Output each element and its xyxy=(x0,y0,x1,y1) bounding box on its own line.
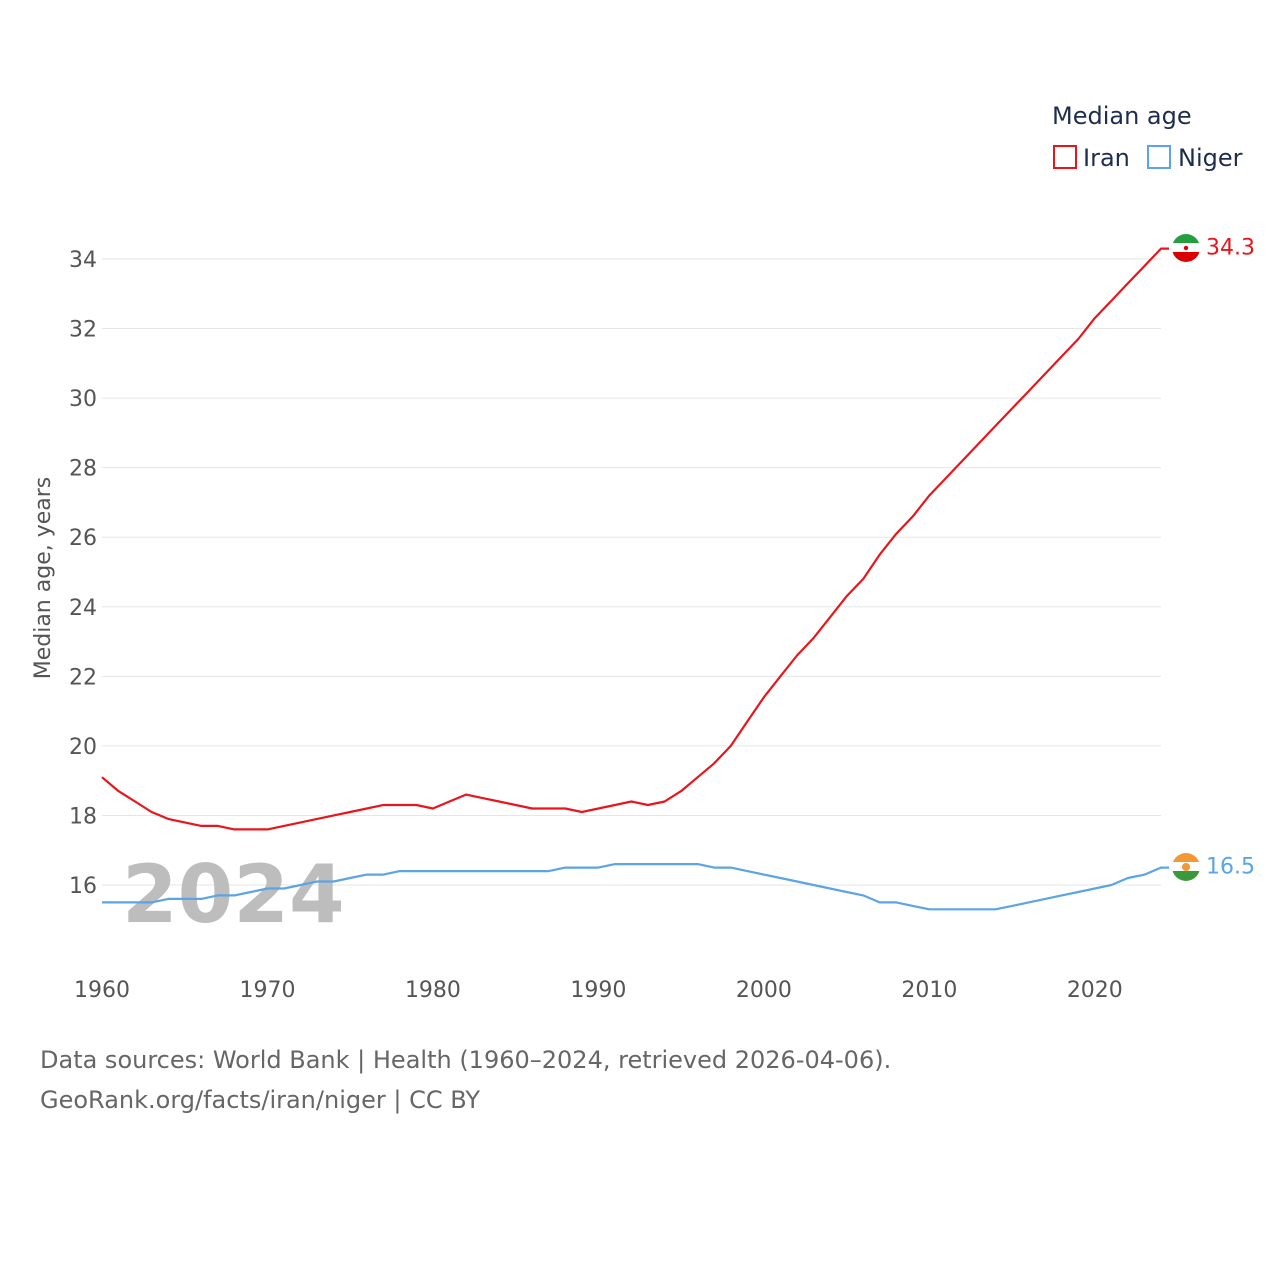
legend-title: Median age xyxy=(1052,102,1192,130)
y-tick-label-30: 30 xyxy=(69,387,97,412)
series-line-iran[interactable] xyxy=(101,247,1169,831)
legend: Median age Iran Niger xyxy=(1052,102,1243,172)
data-sources-text: Data sources: World Bank | Health (1960–… xyxy=(40,1046,892,1074)
x-tick-label-1990: 1990 xyxy=(570,978,626,1003)
series-lines xyxy=(101,247,1169,911)
y-tick-label-26: 26 xyxy=(69,526,97,551)
y-tick-label-34: 34 xyxy=(69,248,97,273)
y-tick-label-18: 18 xyxy=(69,804,97,829)
x-axis-ticks: 1960 1970 1980 1990 2000 2010 2020 xyxy=(74,978,1123,1003)
legend-label-niger[interactable]: Niger xyxy=(1178,144,1243,172)
y-tick-label-32: 32 xyxy=(69,318,97,343)
series-line-niger[interactable] xyxy=(102,862,1169,911)
end-label-niger: 16.5 xyxy=(1206,855,1255,880)
legend-label-iran[interactable]: Iran xyxy=(1083,144,1130,172)
x-tick-label-2010: 2010 xyxy=(901,978,957,1003)
legend-swatch-iran[interactable] xyxy=(1053,145,1077,169)
flag-iran-icon xyxy=(1172,234,1200,262)
flag-niger-icon xyxy=(1172,853,1200,881)
y-tick-label-16: 16 xyxy=(69,874,97,899)
end-label-iran: 34.3 xyxy=(1206,236,1255,261)
x-tick-label-2000: 2000 xyxy=(736,978,792,1003)
x-tick-label-1980: 1980 xyxy=(405,978,461,1003)
end-labels: 34.3 16.5 xyxy=(1206,236,1255,880)
grid-lines xyxy=(102,258,1161,886)
y-tick-label-22: 22 xyxy=(69,665,97,690)
legend-swatch-niger[interactable] xyxy=(1147,145,1171,169)
y-axis-ticks: 16 18 20 22 24 26 28 30 32 34 xyxy=(69,248,97,899)
y-tick-label-20: 20 xyxy=(69,735,97,760)
x-tick-label-1960: 1960 xyxy=(74,978,130,1003)
footer: Data sources: World Bank | Health (1960–… xyxy=(40,1040,891,1120)
x-tick-label-2020: 2020 xyxy=(1067,978,1123,1003)
y-tick-label-28: 28 xyxy=(69,457,97,482)
x-tick-label-1970: 1970 xyxy=(239,978,295,1003)
y-axis-label: Median age, years xyxy=(31,477,56,680)
source-link[interactable]: GeoRank.org/facts/iran/niger | CC BY xyxy=(40,1086,481,1114)
y-tick-label-24: 24 xyxy=(69,596,97,621)
